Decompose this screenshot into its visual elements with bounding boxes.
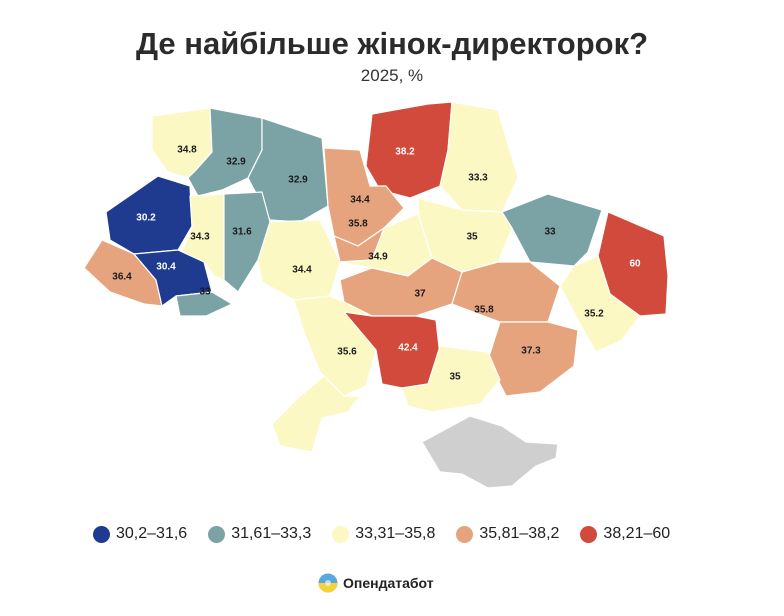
region-odesa-north-value-label: 35.6 (337, 347, 357, 358)
legend-swatch (332, 525, 350, 543)
legend-swatch (580, 525, 598, 543)
region-chernivtsi (175, 291, 233, 317)
region-poltava-value-label: 35.8 (348, 219, 368, 230)
legend-item: 33,31–35,8 (332, 525, 435, 543)
region-cherkasy (323, 147, 405, 247)
region-crimea (421, 415, 559, 489)
legend: 30,2–31,6 31,61–33,3 33,31–35,8 35,81–38… (93, 522, 691, 546)
region-zaporizhzhia (487, 321, 579, 397)
legend-item: 31,61–33,3 (208, 525, 311, 543)
region-lviv-value-label: 30.4 (156, 262, 176, 273)
legend-item: 38,21–60 (580, 525, 670, 543)
region-kherson (401, 345, 501, 413)
region-khmelnytskyi-value-label: 31.6 (232, 227, 252, 238)
map-title: Де найбільше жінок-директорок? (135, 26, 649, 61)
legend-swatch (208, 525, 226, 543)
legend-item: 30,2–31,6 (93, 525, 187, 543)
brand-name: Опендатабот (343, 575, 434, 591)
region-rivne-value-label: 32.9 (226, 157, 246, 168)
region-chernivtsi-value-label: 33 (199, 287, 211, 298)
legend-swatch (456, 525, 474, 543)
region-dnipropetrovsk-value-label: 35.8 (474, 305, 494, 316)
region-ternopil-value-label: 34.3 (190, 232, 210, 243)
region-kyiv-oblast-value-label: 32.9 (288, 175, 308, 186)
region-mykolaiv-value-label: 42.4 (398, 343, 418, 354)
region-zhytomyr-value-label: 34.8 (177, 145, 197, 156)
region-cherkasy-value-label: 34.4 (350, 195, 370, 206)
legend-label: 30,2–31,6 (116, 525, 188, 542)
region-chernihiv-value-label: 38.2 (395, 147, 415, 158)
legend-item: 35,81–38,2 (456, 525, 559, 543)
region-kharkiv-value-label: 35 (466, 232, 478, 243)
region-luhansk-value-label: 60 (629, 259, 641, 270)
region-zaporizhzhia-value-label: 37.3 (521, 346, 541, 357)
region-vinnytsia-value-label: 34.4 (292, 265, 312, 276)
region-volyn-value-label: 30.2 (136, 213, 156, 224)
map-subtitle: 2025, % (360, 66, 424, 85)
region-sumy (439, 101, 519, 213)
region-sumy-value-label: 33.3 (468, 173, 488, 184)
legend-label: 38,21–60 (603, 525, 671, 542)
legend-label: 33,31–35,8 (355, 525, 436, 542)
region-zakarpattia-value-label: 36.4 (112, 272, 132, 283)
region-luhansk-west (501, 193, 603, 267)
brand: Опендатабот (318, 573, 434, 593)
legend-label: 31,61–33,3 (231, 525, 312, 542)
region-vinnytsia (257, 219, 341, 301)
region-kherson-value-label: 35 (449, 372, 461, 383)
region-dnipro-west-value-label: 37 (414, 289, 426, 300)
opendatabot-logo-icon (318, 573, 338, 593)
region-luhansk-west-value-label: 33 (544, 227, 556, 238)
region-donetsk (559, 255, 641, 353)
region-odesa-south (271, 375, 361, 453)
region-dnipropetrovsk (451, 261, 561, 323)
legend-swatch (93, 525, 110, 543)
legend-label: 35,81–38,2 (479, 525, 560, 542)
region-donetsk-value-label: 35.2 (584, 309, 604, 320)
region-kirovohrad-value-label: 34.9 (368, 252, 388, 263)
region-volyn (105, 175, 193, 255)
